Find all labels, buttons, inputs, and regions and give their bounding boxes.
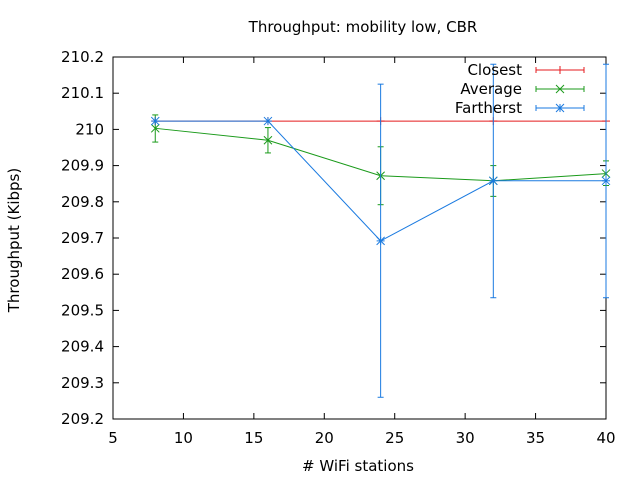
x-tick-label: 5 xyxy=(108,429,118,447)
marker-d2 xyxy=(376,236,385,246)
legend-item-fartherst: Fartherst xyxy=(455,99,585,117)
marker-d2 xyxy=(555,103,565,113)
legend-item-closest: Closest xyxy=(467,61,585,79)
marker-d2 xyxy=(263,135,273,145)
x-tick-label: 25 xyxy=(385,429,404,447)
marker-d2 xyxy=(150,123,160,133)
legend-label: Fartherst xyxy=(455,99,522,117)
y-tick-label: 209.8 xyxy=(61,193,104,211)
series-fartherst xyxy=(150,63,611,398)
legend-label: Closest xyxy=(467,61,522,79)
y-tick-label: 210 xyxy=(75,120,104,138)
x-tick-label: 15 xyxy=(244,429,263,447)
chart-title: Throughput: mobility low, CBR xyxy=(248,18,478,36)
y-tick-label: 209.6 xyxy=(61,265,104,283)
marker-d2 xyxy=(555,84,565,94)
marker-d2 xyxy=(601,176,611,186)
y-tick-label: 210.1 xyxy=(61,84,104,102)
x-tick-label: 40 xyxy=(596,429,615,447)
y-tick-label: 209.3 xyxy=(61,374,104,392)
x-tick-label: 35 xyxy=(526,429,545,447)
y-axis-label: Throughput (Kibps) xyxy=(5,168,23,313)
y-tick-label: 209.2 xyxy=(61,410,104,428)
marker-d2 xyxy=(263,116,273,126)
y-tick-label: 209.4 xyxy=(61,338,104,356)
y-tick-label: 209.9 xyxy=(61,157,104,175)
x-axis-label: # WiFi stations xyxy=(302,457,414,475)
marker-d2 xyxy=(150,116,160,126)
x-tick-label: 30 xyxy=(456,429,475,447)
legend-item-average: Average xyxy=(460,80,585,98)
axis-ticks: 5 10 15 20 25 30 35 40 209.2 209.3 209.4 209.5 209.6… xyxy=(61,48,616,447)
x-tick-label: 20 xyxy=(315,429,334,447)
plot-frame xyxy=(112,56,607,420)
series-layer xyxy=(150,63,611,398)
y-tick-label: 209.5 xyxy=(61,301,104,319)
legend-label: Average xyxy=(460,80,522,98)
y-tick-label: 210.2 xyxy=(61,48,104,66)
y-tick-label: 209.7 xyxy=(61,229,104,247)
x-tick-label: 10 xyxy=(174,429,193,447)
marker-d2 xyxy=(488,176,498,186)
